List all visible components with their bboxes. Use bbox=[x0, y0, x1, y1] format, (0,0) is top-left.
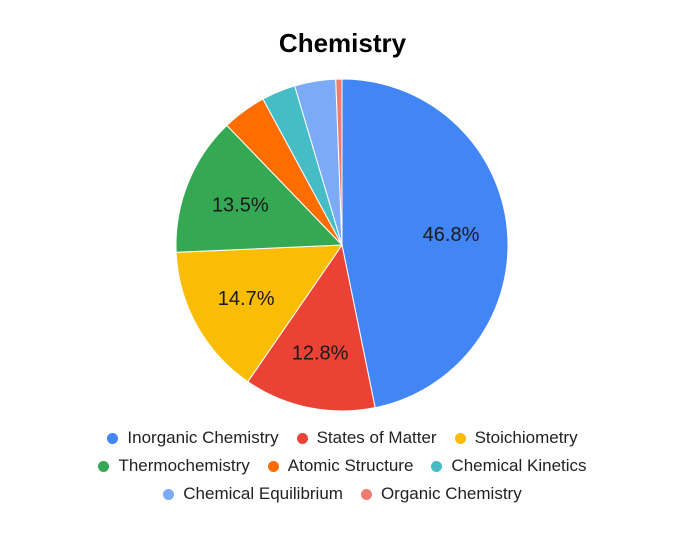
legend-label: Atomic Structure bbox=[287, 456, 414, 475]
legend-item[interactable]: States of Matter bbox=[296, 428, 437, 448]
legend-row: Thermochemistry Atomic Structure Chemical … bbox=[0, 452, 685, 480]
legend-item[interactable]: Thermochemistry bbox=[98, 456, 250, 476]
legend-item[interactable]: Stoichiometry bbox=[454, 428, 578, 448]
slice-data-label: 12.8% bbox=[292, 342, 349, 364]
slice-data-label: 14.7% bbox=[218, 288, 275, 310]
legend-item[interactable]: Organic Chemistry bbox=[360, 484, 522, 504]
legend-marker-icon bbox=[360, 488, 372, 500]
legend-marker-icon bbox=[267, 460, 279, 472]
legend-label: Inorganic Chemistry bbox=[127, 428, 279, 447]
legend-item[interactable]: Inorganic Chemistry bbox=[107, 428, 279, 448]
chart-title: Chemistry bbox=[278, 28, 407, 58]
pie-slice-stoichiometry[interactable] bbox=[175, 244, 343, 383]
legend-label: Thermochemistry bbox=[118, 456, 250, 475]
legend-label: Stoichiometry bbox=[474, 428, 578, 447]
chart-legend: Inorganic Chemistry States of Matter Stoic… bbox=[0, 424, 685, 508]
slice-data-label: 13.5% bbox=[212, 194, 269, 216]
legend-item[interactable]: Atomic Structure bbox=[267, 456, 414, 476]
pie-slice-thermochemistry[interactable] bbox=[175, 124, 344, 253]
legend-item[interactable]: Chemical Kinetics bbox=[431, 456, 587, 476]
legend-marker-icon bbox=[163, 488, 175, 500]
slice-data-label: 46.8% bbox=[423, 224, 480, 246]
legend-item[interactable]: Chemical Equilibrium bbox=[163, 484, 343, 504]
pie-slice-states-of-matter[interactable] bbox=[247, 243, 376, 412]
legend-row: Chemical Equilibrium Organic Chemistry bbox=[0, 480, 685, 508]
legend-marker-icon bbox=[107, 432, 119, 444]
pie-slice-inorganic-chemistry[interactable] bbox=[341, 78, 509, 409]
legend-marker-icon bbox=[454, 432, 466, 444]
legend-marker-icon bbox=[431, 460, 443, 472]
legend-label: Organic Chemistry bbox=[380, 484, 522, 503]
legend-marker-icon bbox=[98, 460, 110, 472]
legend-label: Chemical Equilibrium bbox=[183, 484, 343, 503]
legend-marker-icon bbox=[296, 432, 308, 444]
pie-slice-organic-chemistry[interactable] bbox=[335, 78, 343, 246]
legend-label: Chemical Kinetics bbox=[451, 456, 587, 475]
legend-label: States of Matter bbox=[316, 428, 437, 447]
legend-row: Inorganic Chemistry States of Matter Stoic… bbox=[0, 424, 685, 452]
